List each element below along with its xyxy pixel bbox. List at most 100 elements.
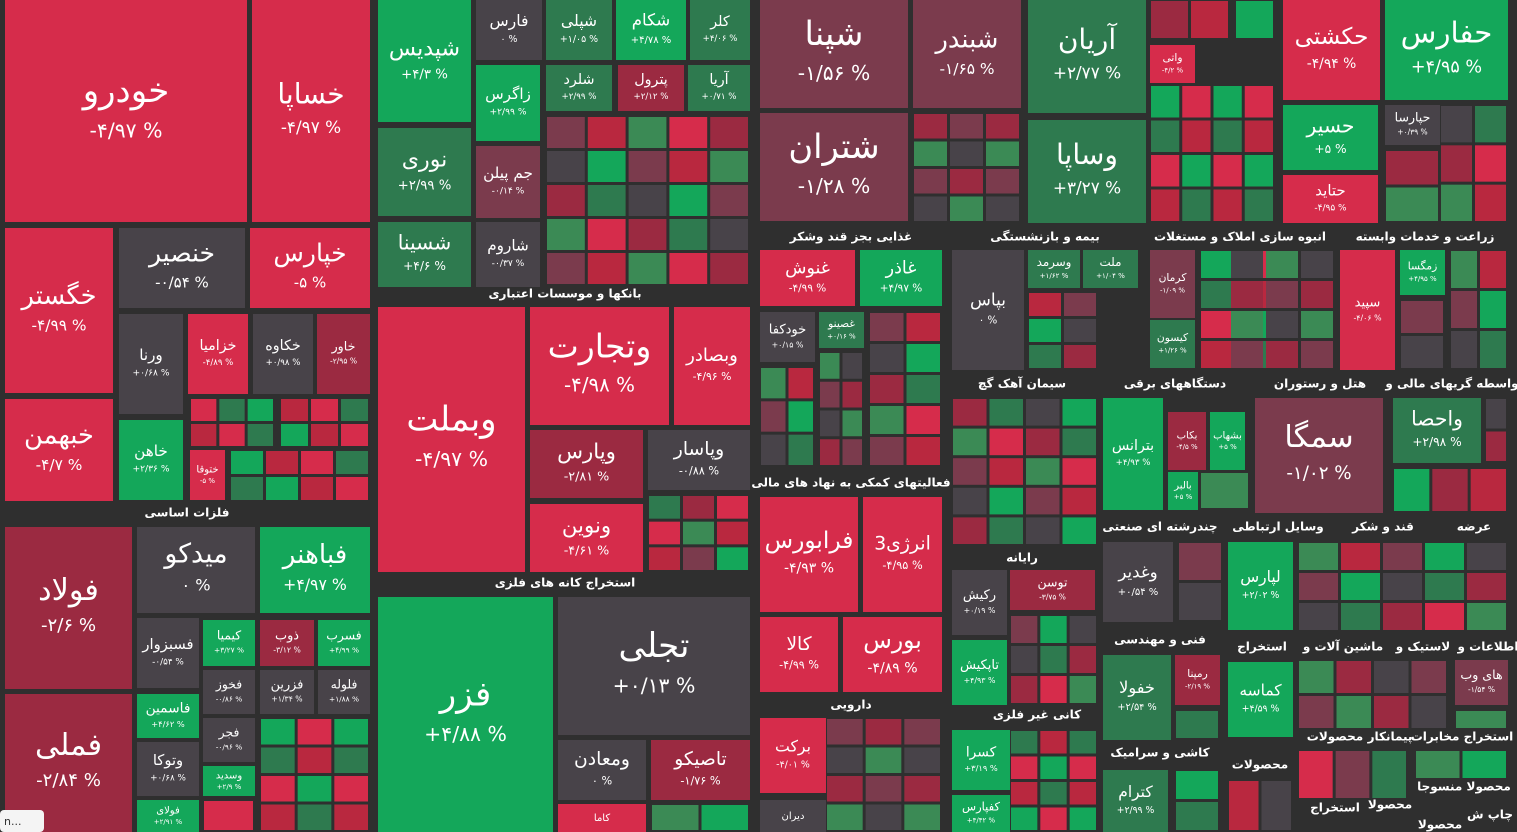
tile-change: -۴/۷ % [36, 456, 83, 474]
filler-tile [1475, 106, 1506, 143]
filler-tile [247, 399, 273, 421]
tile [476, 146, 540, 218]
filler-tile [906, 406, 940, 434]
tile [1103, 770, 1168, 832]
tile [1103, 398, 1163, 510]
filler-tile [1151, 120, 1180, 152]
tile [863, 497, 942, 612]
filler-tile [1299, 696, 1334, 728]
tile-change: +۲/۹۸ % [1412, 435, 1461, 449]
tile [1455, 660, 1508, 705]
filler-tile [1026, 399, 1060, 426]
tile-name: خاور [331, 339, 356, 355]
sector-label: بانکها و موسسات اعتباری [489, 287, 642, 302]
sector-label: استخراج [1310, 801, 1360, 815]
filler-tile [191, 424, 217, 446]
filler-tile [1231, 251, 1263, 278]
filler-tile [683, 547, 714, 570]
sector-label: استخراج کانه های فلزی [495, 576, 636, 590]
tile [760, 113, 908, 221]
tile-change: +۰/۱۵ % [772, 340, 804, 349]
sector-label: فلزات اساسی [145, 506, 230, 520]
filler-tile [1069, 756, 1096, 779]
filler-tile [1029, 293, 1061, 316]
filler-tile [1201, 311, 1236, 338]
sector-label: دارویی [830, 698, 871, 713]
filler-tile [1475, 145, 1506, 182]
tile-change: +۵ % [1314, 142, 1346, 156]
tile [378, 128, 471, 216]
sector-label: وسایل ارتباطی [1232, 520, 1324, 535]
tile [5, 527, 132, 689]
tile [378, 307, 525, 572]
filler-tile [547, 117, 585, 148]
filler-tile [1467, 573, 1506, 600]
tile-change: +۴/۷۸ % [631, 35, 672, 46]
tile-name: وپاسار [673, 439, 724, 460]
filler-tile [1411, 696, 1446, 728]
tile-change: -۴/۹۳ % [784, 561, 834, 577]
filler-tile [1064, 345, 1096, 368]
tile [203, 670, 255, 714]
tile-name: رکیش [963, 588, 996, 603]
tile [648, 430, 750, 490]
filler-tile [1213, 155, 1242, 187]
sector-label: قند و شکر [1351, 520, 1414, 535]
filler-tile [950, 196, 983, 221]
tile-change: -۱/۷۶ % [680, 774, 721, 787]
tile-name: شلرد [563, 72, 594, 88]
tile-name: خپارس [273, 238, 346, 267]
filler-tile [1401, 336, 1443, 368]
tile-name: شپدیس [389, 35, 460, 61]
filler-tile [1266, 281, 1298, 308]
filler-tile [1451, 331, 1477, 368]
filler-tile [986, 169, 1019, 194]
tile [476, 222, 540, 287]
tile [530, 430, 643, 498]
tile-name: حتاید [1315, 181, 1345, 199]
tile [378, 0, 471, 122]
tile-change: -۴/۹۴ % [1307, 56, 1357, 72]
tile-name: غاذر [885, 258, 917, 278]
tile [760, 312, 815, 362]
tile-change: +۱/۲۶ % [1158, 346, 1187, 354]
filler-tile [297, 719, 332, 745]
filler-tile [1182, 86, 1211, 118]
tile-name: بترانس [1112, 438, 1154, 454]
filler-tile [950, 114, 983, 139]
tile-name: غصینو [827, 317, 855, 330]
filler-tile [842, 353, 862, 379]
filler-tile [1062, 517, 1096, 544]
filler-tile [1266, 311, 1298, 338]
tile-name: خفولا [1119, 678, 1155, 698]
filler-tile [1441, 106, 1472, 143]
filler-tile [914, 196, 947, 221]
tile [1168, 472, 1198, 510]
filler-tile [1176, 802, 1218, 830]
filler-tile [1301, 281, 1333, 308]
tile [137, 800, 199, 832]
tile-name: برکت [775, 736, 811, 756]
filler-tile [219, 399, 245, 421]
tile [1028, 120, 1146, 223]
tile-change: ۰ % [501, 34, 518, 45]
tile-change: +۰/۱۶ % [827, 332, 856, 340]
filler-tile [1336, 661, 1371, 693]
filler-tile [865, 804, 902, 830]
tile [1393, 398, 1481, 463]
sector-label: هتل و رستوران [1274, 377, 1366, 392]
filler-tile [281, 399, 308, 421]
filler-tile [1062, 487, 1096, 515]
tile-name: تاپکیش [960, 658, 999, 673]
filler-tile [1213, 120, 1242, 152]
tile-change: -۴/۹۵ % [1314, 204, 1347, 214]
tile [260, 527, 370, 613]
tile-name: های وب [1460, 667, 1502, 683]
filler-tile [1182, 120, 1211, 152]
tile-name: آریان [1058, 23, 1118, 56]
filler-tile [710, 117, 748, 148]
filler-tile [820, 381, 840, 408]
filler-tile [547, 185, 585, 216]
sector-label: فنی و مهندسی [1114, 633, 1206, 648]
sector-label: واسطه گریهای مالی و [1384, 377, 1517, 392]
